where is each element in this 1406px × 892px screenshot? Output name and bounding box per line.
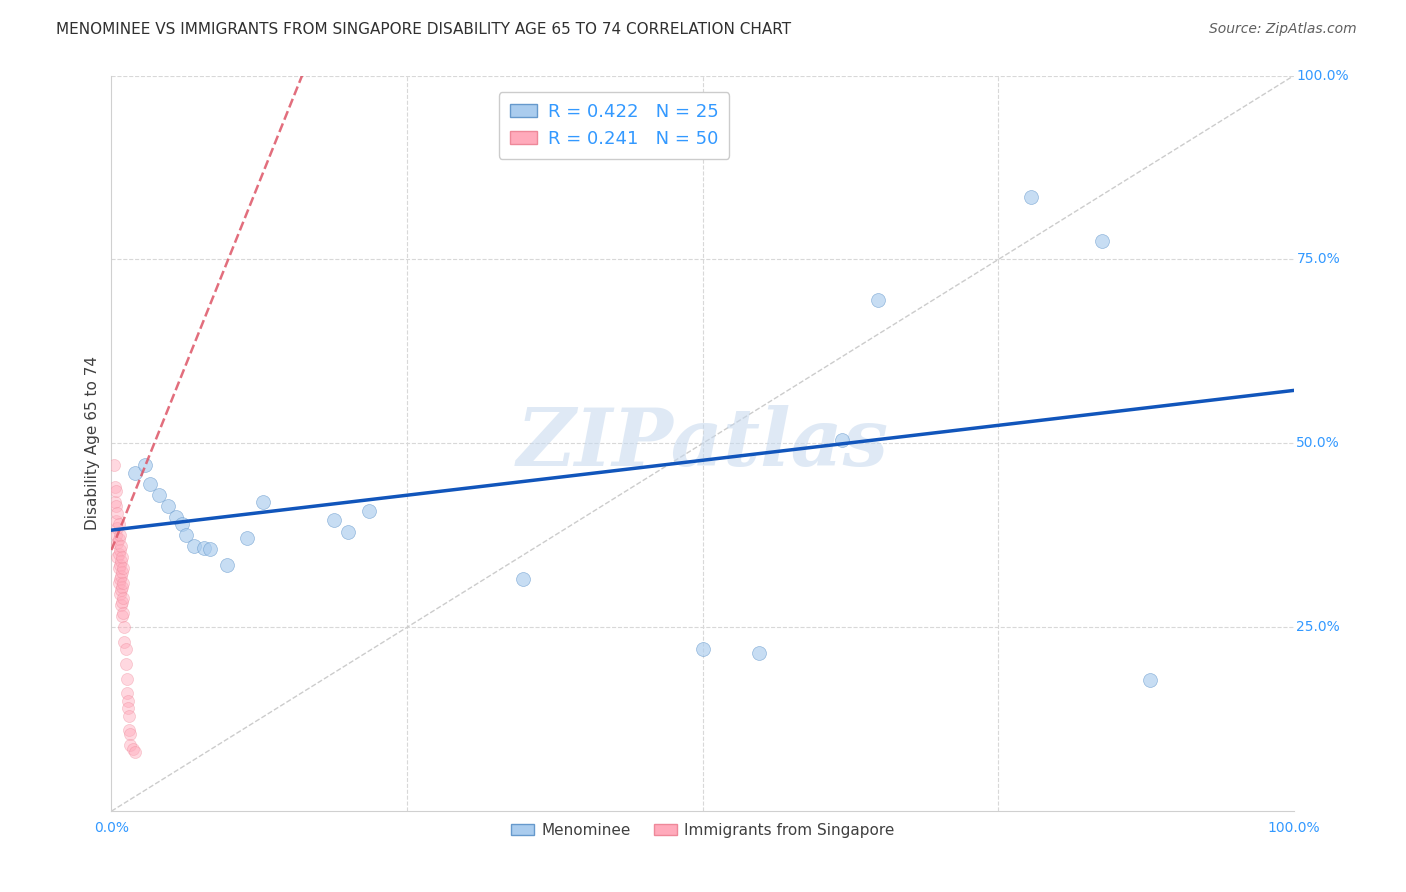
Text: Source: ZipAtlas.com: Source: ZipAtlas.com: [1209, 22, 1357, 37]
Point: [236, 531, 259, 545]
Point: [111, 580, 134, 594]
Point: [866, 293, 889, 307]
Text: ZIPatlas: ZIPatlas: [516, 405, 889, 482]
Point: [139, 476, 162, 491]
Point: [115, 672, 138, 686]
Point: [120, 738, 142, 752]
Point: [111, 565, 134, 579]
Point: [107, 547, 129, 561]
Point: [107, 561, 129, 575]
Point: [183, 539, 205, 553]
Text: 100.0%: 100.0%: [1296, 69, 1348, 83]
Point: [108, 587, 131, 601]
Point: [117, 701, 139, 715]
Point: [748, 646, 770, 660]
Y-axis label: Disability Age 65 to 74: Disability Age 65 to 74: [86, 356, 100, 531]
Point: [111, 609, 134, 624]
Point: [252, 495, 274, 509]
Text: 25.0%: 25.0%: [1296, 620, 1340, 634]
Point: [112, 620, 135, 634]
Point: [112, 606, 135, 620]
Point: [108, 528, 131, 542]
Point: [1091, 234, 1114, 248]
Point: [110, 598, 132, 612]
Point: [104, 481, 127, 495]
Point: [107, 576, 129, 591]
Point: [114, 657, 136, 671]
Point: [105, 499, 128, 513]
Point: [120, 727, 142, 741]
Text: 75.0%: 75.0%: [1296, 252, 1340, 267]
Point: [110, 583, 132, 598]
Point: [105, 521, 128, 535]
Point: [166, 510, 188, 524]
Point: [110, 539, 132, 553]
Point: [322, 513, 344, 527]
Point: [112, 591, 135, 605]
Point: [110, 554, 132, 568]
Point: [112, 576, 135, 591]
Point: [107, 517, 129, 532]
Point: [157, 499, 180, 513]
Point: [198, 542, 221, 557]
Point: [124, 466, 146, 480]
Point: [110, 568, 132, 582]
Point: [692, 642, 714, 657]
Point: [105, 484, 128, 499]
Point: [105, 528, 128, 542]
Point: [359, 504, 381, 518]
Point: [117, 694, 139, 708]
Point: [1139, 673, 1161, 688]
Point: [831, 433, 853, 447]
Point: [108, 543, 131, 558]
Point: [107, 532, 129, 546]
Point: [104, 495, 127, 509]
Text: MENOMINEE VS IMMIGRANTS FROM SINGAPORE DISABILITY AGE 65 TO 74 CORRELATION CHART: MENOMINEE VS IMMIGRANTS FROM SINGAPORE D…: [56, 22, 792, 37]
Point: [148, 488, 170, 502]
Point: [512, 573, 534, 587]
Point: [121, 741, 143, 756]
Point: [193, 541, 215, 555]
Point: [174, 528, 197, 542]
Point: [108, 558, 131, 572]
Point: [134, 458, 156, 473]
Point: [217, 558, 239, 572]
Text: 50.0%: 50.0%: [1296, 436, 1340, 450]
Point: [103, 458, 125, 473]
Point: [105, 535, 128, 549]
Legend: Menominee, Immigrants from Singapore: Menominee, Immigrants from Singapore: [505, 817, 901, 844]
Point: [118, 723, 141, 738]
Point: [172, 517, 194, 532]
Point: [118, 708, 141, 723]
Point: [111, 550, 134, 565]
Point: [124, 745, 146, 759]
Point: [105, 506, 128, 520]
Point: [108, 573, 131, 587]
Point: [111, 594, 134, 608]
Point: [336, 524, 359, 539]
Point: [112, 561, 135, 575]
Point: [114, 642, 136, 657]
Point: [105, 514, 128, 528]
Point: [105, 550, 128, 565]
Point: [115, 686, 138, 700]
Point: [1021, 190, 1043, 204]
Point: [112, 635, 135, 649]
